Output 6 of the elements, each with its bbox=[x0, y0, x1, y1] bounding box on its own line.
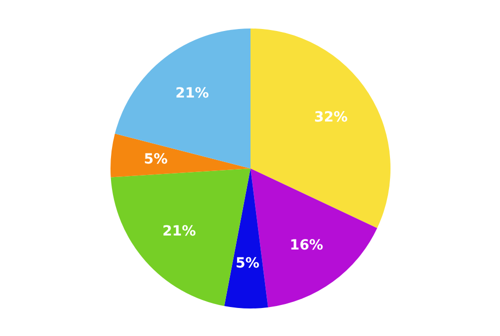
data-label: 21% bbox=[162, 223, 196, 240]
data-label: 5% bbox=[144, 152, 168, 168]
data-label: 32% bbox=[314, 109, 348, 126]
data-label: 16% bbox=[290, 238, 324, 254]
data-label: 5% bbox=[236, 256, 260, 272]
data-label: 21% bbox=[175, 85, 209, 102]
